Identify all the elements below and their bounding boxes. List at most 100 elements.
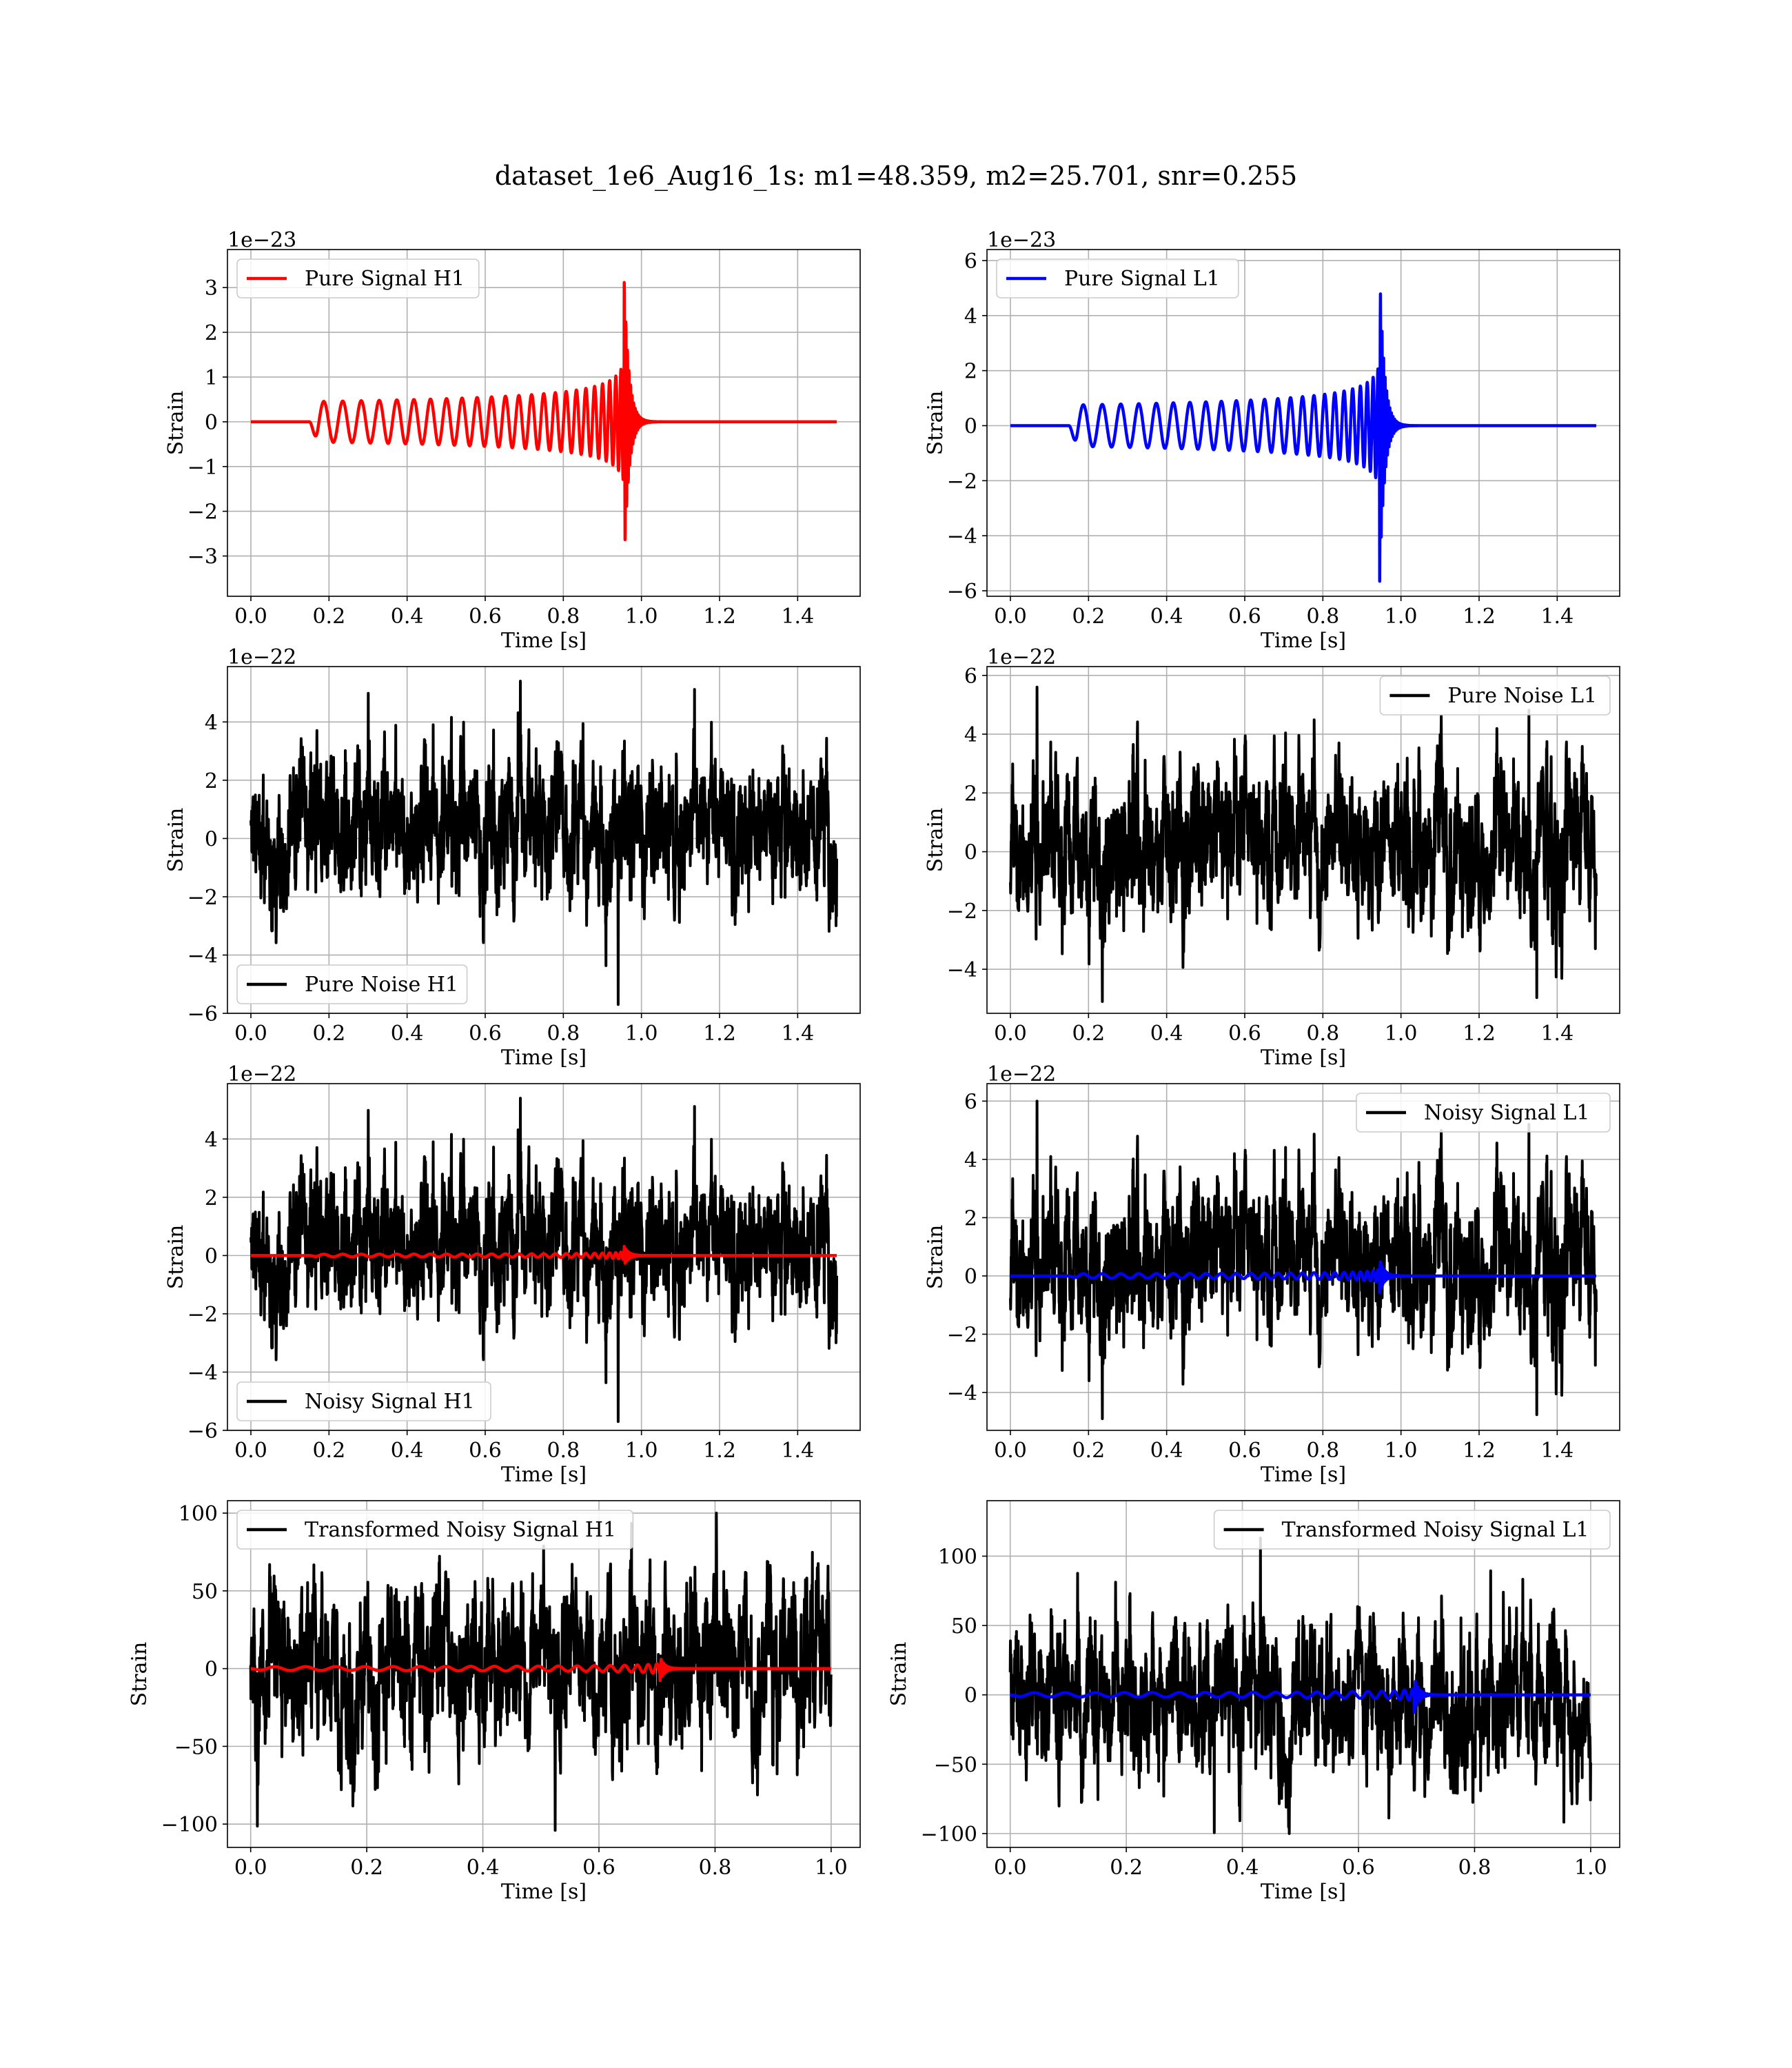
x-tick-label: 0.2 (312, 605, 345, 629)
x-tick-label: 0.0 (234, 1856, 267, 1880)
chart-panel-pure-noise-h1: 0.0 0.2 0.4 0.6 0.8 1.0 1.2 1.4 −6 −4 −2 0 2 4 Time [s… (164, 645, 861, 1070)
y-tick-label: −4 (947, 958, 977, 982)
y-offset-text: 1e−22 (987, 1062, 1056, 1086)
x-tick-label: 1.0 (1574, 1856, 1607, 1880)
y-offset-text: 1e−22 (987, 645, 1056, 669)
series-signal-line (1008, 1679, 1592, 1714)
x-tick-label: 0.0 (234, 605, 267, 629)
y-tick-label: −4 (947, 525, 977, 549)
legend-box (236, 1381, 491, 1421)
y-axis-label: Strain (164, 808, 188, 873)
x-tick-label: 0.8 (1458, 1856, 1491, 1880)
x-tick-label: 1.2 (1463, 605, 1496, 629)
series-signal-line (250, 1244, 838, 1265)
x-tick-label: 0.6 (1342, 1856, 1375, 1880)
axes-frame (986, 249, 1620, 597)
x-tick-label: 0.6 (469, 1439, 502, 1463)
y-tick-label: 2 (205, 769, 218, 793)
axes-frame (986, 666, 1620, 1014)
legend: Transformed Noisy Signal H1 (236, 1510, 634, 1550)
y-offset-text: 1e−22 (227, 645, 296, 669)
chart-panel-transformed-noisy-signal-l1: 0.0 0.2 0.4 0.6 0.8 1.0 −100 −50 0 50 100 Time [s] S… (887, 1500, 1620, 1904)
y-tick-label: 4 (964, 305, 977, 329)
y-tick-label: −2 (947, 469, 977, 494)
legend-label: Pure Noise L1 (1447, 684, 1597, 708)
y-tick-label: 4 (964, 1148, 977, 1173)
y-tick-label: 50 (951, 1614, 977, 1639)
legend-label: Transformed Noisy Signal H1 (305, 1518, 616, 1542)
x-tick-label: 0.4 (1150, 1022, 1183, 1046)
x-tick-label: 0.6 (1228, 605, 1261, 629)
axes-frame (986, 1083, 1620, 1431)
x-tick-label: 0.2 (350, 1856, 383, 1880)
y-tick-label: −2 (947, 900, 977, 924)
x-tick-label: 0.8 (699, 1856, 732, 1880)
y-tick-label: 4 (205, 711, 218, 735)
x-tick-label: 0.4 (391, 1022, 424, 1046)
x-tick-label: 0.0 (994, 1022, 1027, 1046)
x-tick-label: 1.4 (781, 1439, 814, 1463)
legend-label: Pure Noise H1 (305, 973, 458, 997)
x-axis-label: Time [s] (1261, 1463, 1346, 1487)
axes-frame (227, 1083, 861, 1431)
x-tick-label: 1.2 (1463, 1439, 1496, 1463)
x-tick-label: 0.6 (1228, 1439, 1261, 1463)
x-tick-label: 1.0 (1385, 1439, 1418, 1463)
series-noise-line (1009, 1099, 1598, 1421)
x-tick-label: 0.2 (1072, 605, 1105, 629)
x-tick-label: 0.4 (1150, 1439, 1183, 1463)
series-signal-line (1009, 1260, 1598, 1295)
y-tick-label: −6 (947, 580, 977, 604)
series-signal-line (250, 281, 838, 542)
x-tick-label: 0.2 (312, 1439, 345, 1463)
legend-label: Pure Signal H1 (305, 267, 465, 291)
y-axis-label: Strain (887, 1642, 911, 1707)
x-tick-label: 0.2 (1110, 1856, 1143, 1880)
figure-title: dataset_1e6_Aug16_1s: m1=48.359, m2=25.7… (495, 161, 1297, 192)
y-tick-label: 0 (205, 1658, 218, 1682)
x-tick-label: 0.4 (391, 605, 424, 629)
series-noise-line (1009, 685, 1598, 1003)
x-axis-label: Time [s] (501, 1046, 587, 1070)
y-tick-label: 2 (964, 1206, 977, 1230)
y-tick-label: −1 (187, 456, 218, 480)
y-tick-label: 6 (964, 1090, 977, 1114)
legend-label: Transformed Noisy Signal L1 (1282, 1518, 1589, 1542)
legend-box (1379, 676, 1611, 716)
y-tick-label: 100 (179, 1502, 218, 1526)
x-axis-label: Time [s] (1261, 629, 1346, 653)
x-tick-label: 1.2 (1463, 1022, 1496, 1046)
x-tick-label: 0.8 (547, 1022, 580, 1046)
legend-label: Noisy Signal L1 (1424, 1101, 1589, 1125)
x-tick-label: 0.6 (469, 1022, 502, 1046)
x-tick-label: 1.4 (1540, 1439, 1574, 1463)
x-tick-label: 0.6 (582, 1856, 615, 1880)
y-offset-text: 1e−23 (227, 228, 296, 252)
x-tick-label: 1.0 (1385, 1022, 1418, 1046)
x-tick-label: 0.0 (994, 605, 1027, 629)
chart-panel-pure-noise-l1: 0.0 0.2 0.4 0.6 0.8 1.0 1.2 1.4 −4 −2 0 2 4 6 Time [s]… (924, 645, 1620, 1070)
chart-panel-noisy-signal-h1: 0.0 0.2 0.4 0.6 0.8 1.0 1.2 1.4 −6 −4 −2 0 2 4 Time [s… (164, 1062, 861, 1487)
y-tick-label: −4 (187, 1361, 218, 1385)
chart-panel-noisy-signal-l1: 0.0 0.2 0.4 0.6 0.8 1.0 1.2 1.4 −4 −2 0 2 4 6 Time [s]… (924, 1062, 1620, 1487)
axes-frame (227, 1500, 861, 1848)
axes-frame (227, 666, 861, 1014)
y-tick-label: 2 (205, 1186, 218, 1210)
y-tick-label: 3 (205, 276, 218, 301)
y-tick-label: 50 (192, 1580, 218, 1604)
x-axis-label: Time [s] (501, 1463, 587, 1487)
chart-panel-pure-signal-l1: 0.0 0.2 0.4 0.6 0.8 1.0 1.2 1.4 −6 −4 −2 0 2 4 6 Time [… (924, 228, 1620, 653)
y-axis-label: Strain (924, 391, 948, 456)
y-tick-label: −2 (187, 500, 218, 525)
series-noise-line (250, 680, 838, 1006)
legend: Pure Noise H1 (236, 964, 468, 1004)
y-axis-label: Strain (924, 808, 948, 873)
chart-panel-pure-signal-h1: 0.0 0.2 0.4 0.6 0.8 1.0 1.2 1.4 −3 −2 −1 0 1 2 3 Time [… (164, 228, 861, 653)
y-tick-label: 0 (964, 1684, 977, 1708)
x-tick-label: 1.2 (703, 1439, 736, 1463)
x-tick-label: 1.2 (703, 605, 736, 629)
x-tick-label: 0.6 (469, 605, 502, 629)
y-tick-label: 2 (964, 360, 977, 384)
y-tick-label: 1 (205, 366, 218, 390)
